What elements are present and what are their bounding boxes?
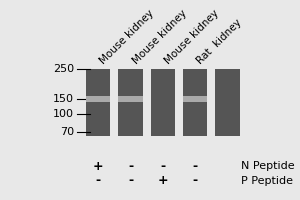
Text: 150: 150 — [53, 94, 74, 104]
Bar — [215, 69, 240, 136]
Text: N Peptide: N Peptide — [241, 161, 295, 171]
Text: 250: 250 — [53, 64, 74, 74]
Bar — [183, 69, 207, 136]
Text: -: - — [193, 174, 198, 187]
Text: P Peptide: P Peptide — [241, 176, 293, 186]
Bar — [86, 69, 110, 136]
Text: -: - — [128, 160, 133, 173]
Text: Mouse kidney: Mouse kidney — [98, 8, 156, 66]
Bar — [86, 96, 110, 102]
Text: +: + — [158, 174, 168, 187]
Bar — [151, 69, 175, 136]
Bar — [183, 96, 207, 102]
Text: -: - — [160, 160, 166, 173]
Text: +: + — [93, 160, 104, 173]
Bar — [118, 69, 143, 136]
Text: Mouse kidney: Mouse kidney — [130, 8, 188, 66]
Text: 100: 100 — [53, 109, 74, 119]
Text: Mouse kidney: Mouse kidney — [163, 8, 221, 66]
Text: Rat  kidney: Rat kidney — [195, 17, 244, 66]
Text: -: - — [193, 160, 198, 173]
Text: 70: 70 — [60, 127, 74, 137]
Text: -: - — [96, 174, 101, 187]
Bar — [118, 96, 143, 102]
Text: -: - — [128, 174, 133, 187]
